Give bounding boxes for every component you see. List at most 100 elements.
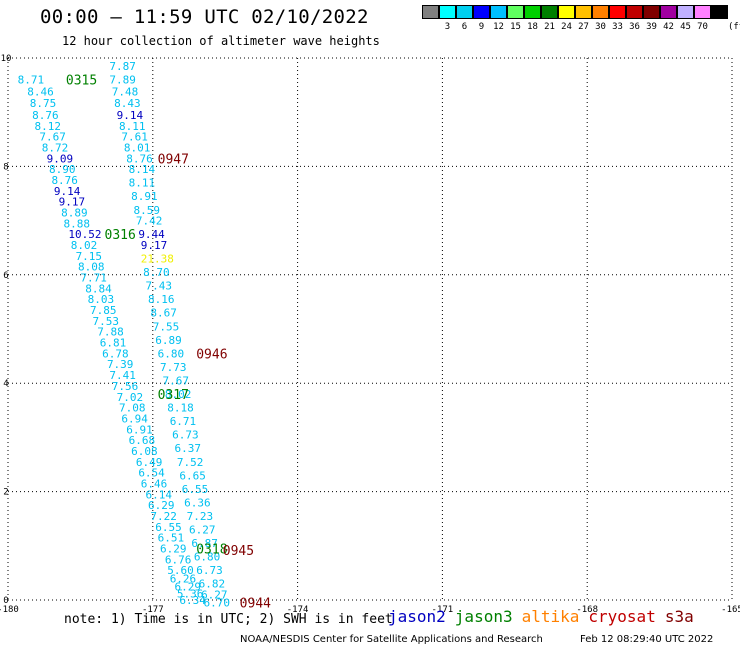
color-swatch: [473, 5, 490, 19]
legend-item: s3a: [664, 607, 694, 626]
wave-height-label: 8.16: [148, 293, 175, 306]
satellite-legend: jason2 jason3 altika cryosat s3a: [388, 607, 703, 626]
wave-height-label: 8.76: [126, 152, 152, 165]
wave-height-label: 8.02: [71, 239, 98, 252]
wave-height-label: 7.61: [121, 131, 148, 144]
wave-height-label: 9.44: [138, 228, 165, 241]
wave-height-label: 6.14: [146, 488, 173, 501]
wave-height-label: 6.87: [191, 537, 218, 550]
wave-height-label: 8.46: [27, 86, 54, 99]
wave-height-label: 8.18: [167, 402, 194, 415]
wave-height-label: 6.54: [138, 467, 165, 480]
color-scale-label: 24: [561, 22, 572, 32]
color-scale-label: 3: [444, 22, 451, 32]
legend-item: cryosat: [588, 607, 656, 626]
wave-height-label: 8.91: [131, 190, 158, 203]
wave-height-label: 6.27: [201, 589, 228, 602]
color-swatch: [626, 5, 643, 19]
wave-height-label: 6.94: [121, 412, 148, 425]
color-scale-label: 6: [461, 22, 468, 32]
wave-height-label: 6.68: [129, 434, 156, 447]
wave-height-label: 6.73: [172, 429, 199, 442]
wave-height-label: 21.38: [141, 253, 174, 266]
wave-height-label: 8.70: [143, 266, 170, 279]
color-scale-label: 33: [612, 22, 623, 32]
wave-height-label: 6.55: [182, 483, 209, 496]
legend-item: jason3: [454, 607, 513, 626]
wave-height-label: 8.84: [85, 282, 112, 295]
wave-height-label: 6.51: [158, 532, 185, 545]
x-tick-label: -177: [142, 605, 164, 615]
wave-height-label: 7.41: [109, 369, 136, 382]
wave-height-label: 6.80: [158, 347, 185, 360]
wave-height-label: 6.76: [165, 553, 192, 566]
color-swatch: [592, 5, 609, 19]
y-tick-label: 2: [3, 488, 8, 498]
pass-time-label: 0945: [223, 544, 254, 559]
wave-height-label: 8.08: [78, 261, 105, 274]
color-swatch: [422, 5, 439, 19]
wave-height-label: 7.48: [112, 86, 139, 99]
pass-time-label: 0317: [158, 388, 189, 403]
wave-height-label: 8.14: [129, 163, 156, 176]
color-scale-label: 39: [646, 22, 657, 32]
color-scale-label: 18: [527, 22, 538, 32]
legend-item: jason2: [388, 607, 446, 626]
color-scale-label: 42: [663, 22, 674, 32]
credit-line: NOAA/NESDIS Center for Satellite Applica…: [240, 634, 543, 645]
color-swatch: [660, 5, 677, 19]
wave-height-label: 6.81: [100, 337, 127, 350]
color-swatch: [490, 5, 507, 19]
color-swatch: [524, 5, 541, 19]
wave-height-label: 8.12: [35, 120, 62, 133]
wave-height-label: 10.52: [68, 228, 101, 241]
legend-item: altika: [521, 607, 580, 626]
wave-height-label: 6.08: [131, 445, 158, 458]
color-scale-label: 70: [697, 22, 708, 32]
wave-height-label: 9.14: [54, 185, 81, 198]
wave-height-label: 6.65: [179, 469, 206, 482]
wave-height-label: 8.88: [64, 217, 91, 230]
wave-height-label: 6.89: [155, 334, 182, 347]
wave-height-label: 6.26: [170, 572, 197, 585]
color-scale-label: 27: [578, 22, 589, 32]
x-tick-label: -168: [576, 605, 598, 615]
chart-subtitle: 12 hour collection of altimeter wave hei…: [62, 34, 380, 48]
wave-height-label: 7.67: [39, 131, 66, 144]
wave-height-label: 7.55: [153, 320, 180, 333]
wave-height-label: 6.70: [203, 597, 230, 610]
wave-height-label: 8.75: [30, 97, 57, 110]
wave-height-label: 7.71: [80, 272, 107, 285]
wave-height-label: 6.27: [189, 524, 216, 537]
wave-height-label: 7.53: [92, 315, 119, 328]
color-scale-unit: (ft): [728, 22, 740, 32]
color-swatch: [643, 5, 660, 19]
wave-height-label: 9.17: [141, 239, 168, 252]
color-scale-label: 15: [510, 22, 521, 32]
y-tick-label: 10: [1, 54, 12, 64]
color-swatch: [541, 5, 558, 19]
wave-height-label: 8.11: [129, 177, 156, 190]
color-scale-label: 12: [493, 22, 504, 32]
wave-height-label: 8.76: [51, 174, 78, 187]
wave-height-label: 7.88: [97, 326, 124, 339]
wave-height-label: 7.23: [187, 510, 214, 523]
wave-height-label: 7.43: [146, 280, 173, 293]
color-swatch: [609, 5, 626, 19]
x-tick-label: -174: [287, 605, 309, 615]
y-tick-label: 8: [3, 162, 8, 172]
color-scale-label: 36: [629, 22, 640, 32]
wave-height-label: 6.49: [136, 456, 163, 469]
color-scale-label: 21: [544, 22, 555, 32]
wave-height-label: 5.60: [167, 564, 194, 577]
wave-height-label: 8.76: [32, 109, 59, 122]
color-swatch: [456, 5, 473, 19]
wave-height-label: 6.78: [102, 347, 128, 360]
wave-height-label: 6.55: [155, 521, 182, 534]
wave-height-label: 6.34: [179, 594, 206, 607]
wave-height-label: 6.71: [170, 415, 197, 428]
wave-height-label: 9.17: [59, 196, 86, 209]
y-tick-label: 4: [3, 379, 8, 389]
wave-height-label: 7.73: [160, 361, 187, 374]
